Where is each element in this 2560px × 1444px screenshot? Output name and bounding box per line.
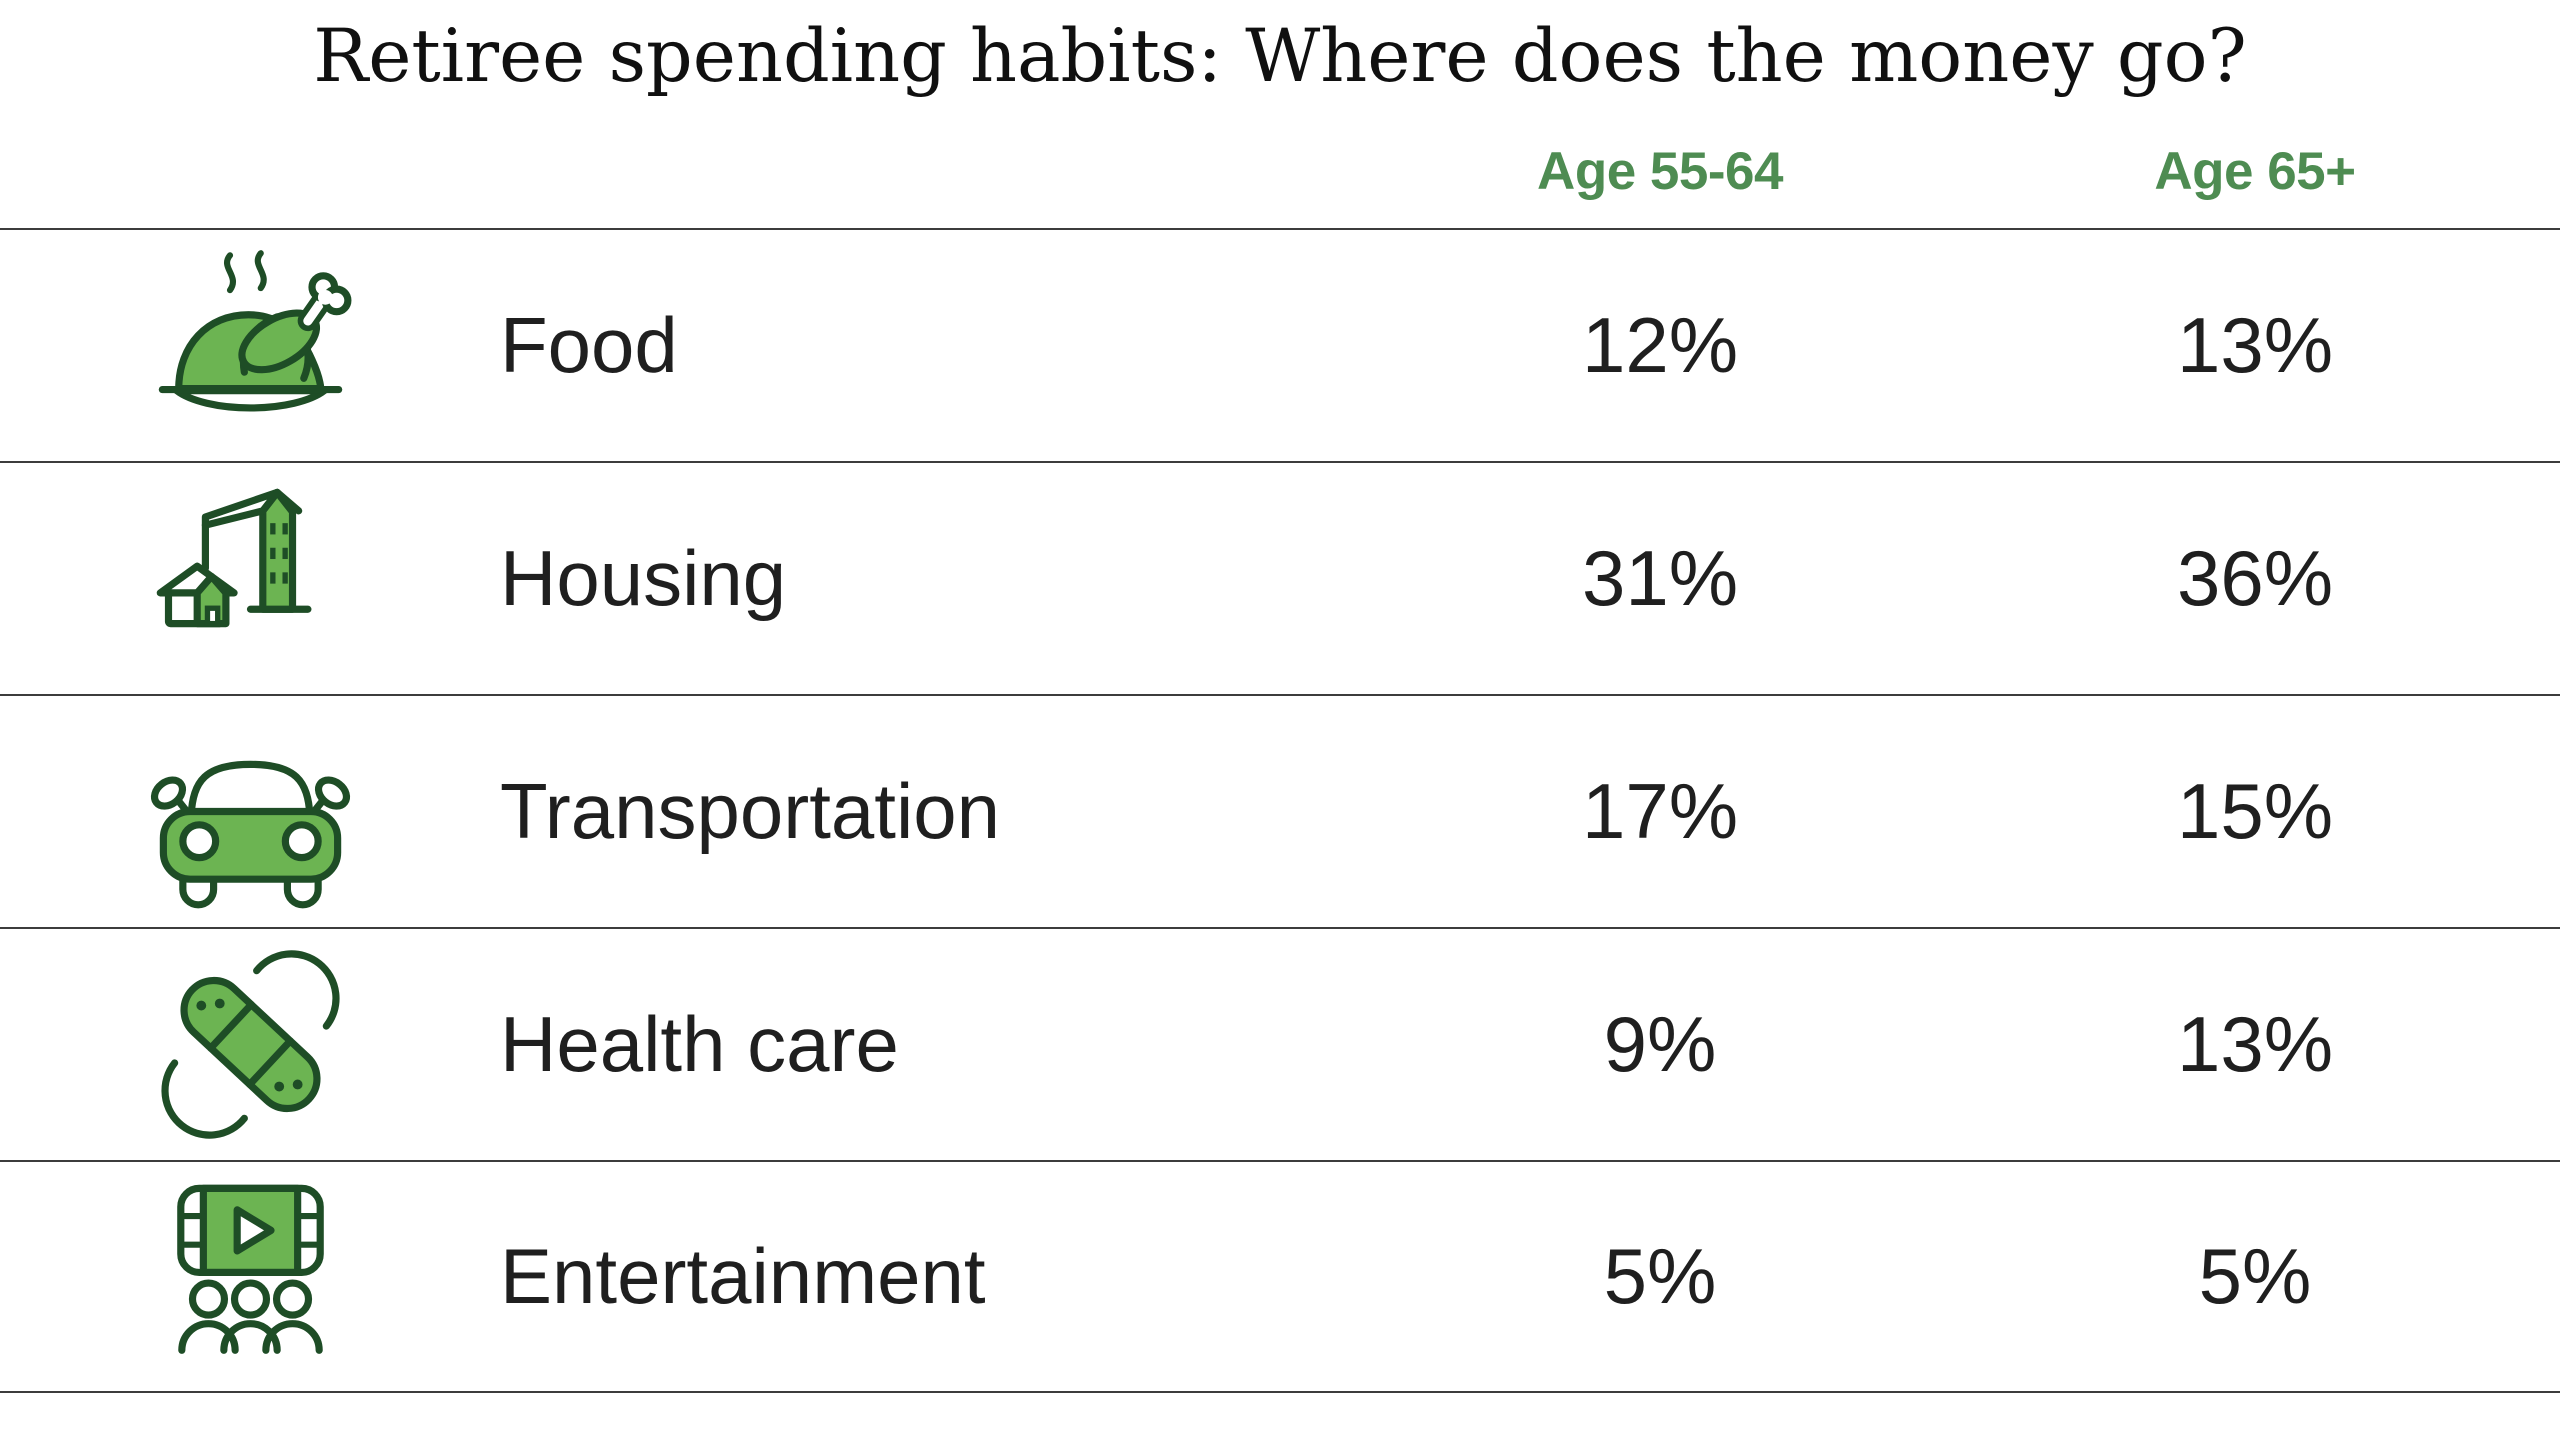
value-age-55-64: 31% [1581,534,1739,622]
transportation-icon [150,760,350,909]
row-label: Food [500,301,678,389]
value-age-65-plus: 13% [2176,301,2334,389]
table-row-food: Food 12% 13% [0,228,2560,461]
value-age-55-64: 9% [1603,1000,1717,1088]
table-header: Retiree spending habits: Where does the … [0,0,2560,228]
column-header-age-65-plus: Age 65+ [2154,142,2356,201]
entertainment-icon [176,1184,324,1354]
row-label: Transportation [500,767,1001,855]
table-row-entertainment: Entertainment 5% 5% [0,1160,2560,1393]
table-row-housing: Housing 31% 36% [0,461,2560,694]
value-age-65-plus: 5% [2198,1232,2312,1320]
table-row-health-care: Health care 9% 13% [0,927,2560,1160]
value-age-65-plus: 36% [2176,534,2334,622]
row-label: Entertainment [500,1232,986,1320]
page-title: Retiree spending habits: Where does the … [313,14,2247,99]
value-age-55-64: 12% [1581,301,1739,389]
column-header-age-55-64: Age 55-64 [1537,142,1783,201]
health-care-icon [160,950,340,1139]
value-age-55-64: 5% [1603,1232,1717,1320]
table-row-transportation: Transportation 17% 15% [0,694,2560,927]
value-age-55-64: 17% [1581,767,1739,855]
food-icon [158,250,351,412]
row-label: Housing [500,534,787,622]
row-label: Health care [500,1000,899,1088]
housing-icon [156,488,311,628]
value-age-65-plus: 15% [2176,767,2334,855]
value-age-65-plus: 13% [2176,1000,2334,1088]
